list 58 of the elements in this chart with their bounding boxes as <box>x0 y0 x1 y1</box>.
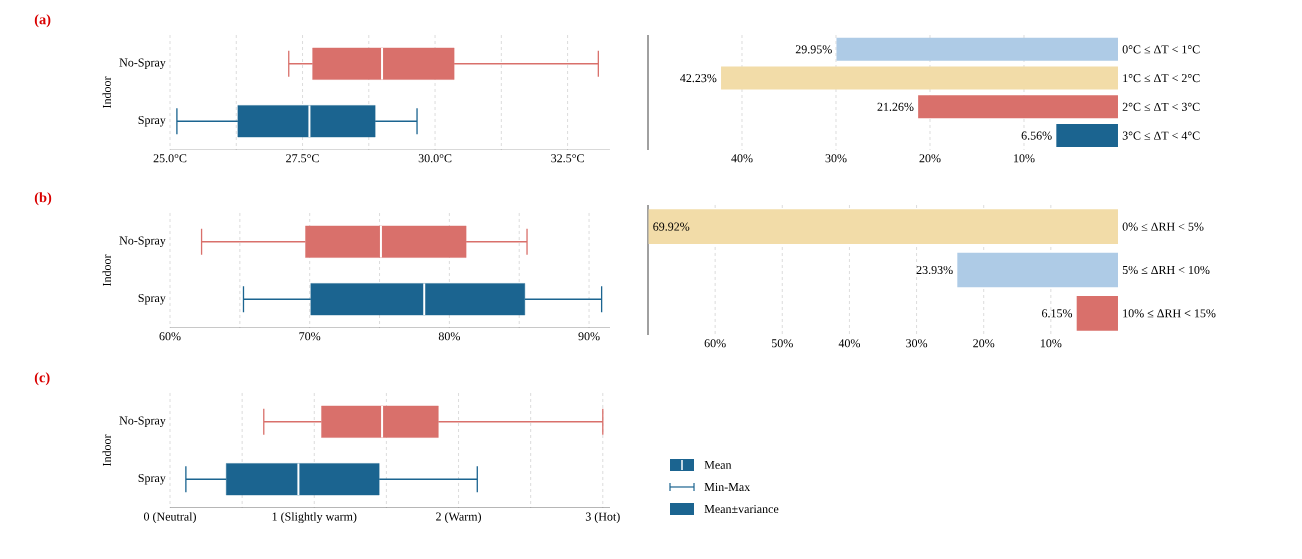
data-label: 6.15% <box>1042 309 1073 318</box>
bar <box>918 95 1118 119</box>
data-label: 42.23% <box>680 74 717 83</box>
x-tick-label: 40% <box>838 339 861 348</box>
x-tick-label: 80% <box>438 332 460 341</box>
x-tick-label: 70% <box>299 332 321 341</box>
x-tick-label: 20% <box>919 154 941 163</box>
bar <box>1056 124 1118 148</box>
x-tick-label: 0 (Neutral) <box>143 512 196 524</box>
y-tick-label: Spray <box>138 293 166 305</box>
x-tick-label: 10% <box>1014 154 1035 163</box>
data-label: 6.56% <box>1021 131 1052 140</box>
x-tick-label: 60% <box>704 339 726 348</box>
x-tick-label: 30% <box>906 339 928 348</box>
y-tick-label: No-Spray <box>119 416 166 428</box>
y-tick-label: Spray <box>138 473 166 485</box>
y-axis-title: Indoor <box>102 434 111 467</box>
bar <box>957 252 1118 288</box>
data-label: 23.93% <box>916 265 953 275</box>
y-tick-label: No-Spray <box>119 236 166 248</box>
data-label: 69.92% <box>653 222 690 231</box>
text: (b) <box>34 192 52 206</box>
x-tick-label: 90% <box>578 332 600 341</box>
x-tick-label: 25.0°C <box>153 154 187 163</box>
bar <box>648 209 1118 244</box>
x-tick-label: 27.5°C <box>286 154 319 163</box>
x-tick-label: 1 (Slightly warm) <box>272 512 357 524</box>
x-tick-label: 30% <box>825 154 847 163</box>
text: Mean±variance <box>704 504 779 514</box>
y-tick-label: 2°C ≤ ΔT < 3°C <box>1122 102 1200 111</box>
y-axis-title: Indoor <box>102 254 111 287</box>
y-tick-label: 10% ≤ ΔRH < 15% <box>1123 309 1216 318</box>
y-tick-label: 0% ≤ ΔRH < 5% <box>1122 222 1204 231</box>
y-axis-title: Indoor <box>102 76 111 109</box>
x-tick-label: 60% <box>159 332 181 341</box>
x-tick-label: 50% <box>771 339 793 348</box>
x-tick-label: 30.0°C <box>418 154 452 163</box>
bar <box>1076 295 1118 331</box>
x-tick-label: 10% <box>1040 339 1062 348</box>
x-tick-label: 40% <box>731 154 753 163</box>
text: (c) <box>34 372 50 386</box>
y-tick-label: 3°C ≤ ΔT < 4°C <box>1122 131 1200 140</box>
x-tick-label: 3 (Hot) <box>585 512 620 524</box>
bar <box>721 66 1118 90</box>
text: Min-Max <box>704 482 751 492</box>
text: Mean <box>704 461 732 469</box>
x-tick-label: 32.5°C <box>551 154 584 163</box>
x-tick-label: 2 (Warm) <box>436 512 482 524</box>
y-tick-label: 5% ≤ ΔRH < 10% <box>1122 265 1210 275</box>
x-tick-label: 20% <box>973 339 995 348</box>
y-tick-label: No-Spray <box>119 58 166 70</box>
y-tick-label: 0°C ≤ ΔT < 1°C <box>1122 45 1200 54</box>
data-label: 29.95% <box>795 45 832 54</box>
text: (a) <box>34 14 51 28</box>
bar <box>836 37 1118 61</box>
y-tick-label: Spray <box>138 115 166 127</box>
data-label: 21.26% <box>877 102 914 111</box>
y-tick-label: 1°C ≤ ΔT < 2°C <box>1123 74 1200 83</box>
